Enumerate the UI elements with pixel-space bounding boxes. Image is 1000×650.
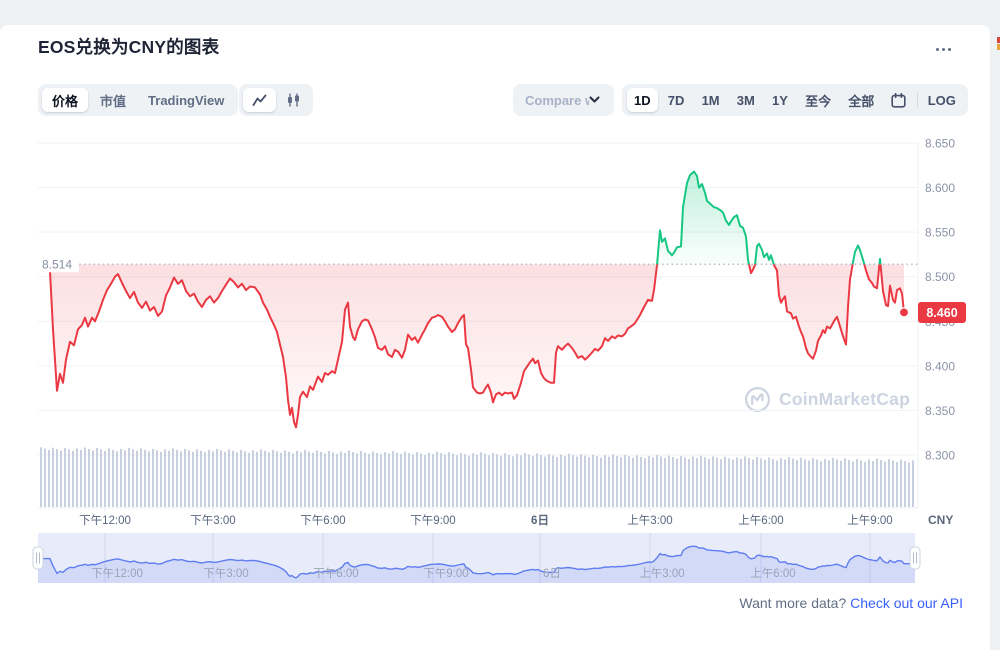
time-axis: 下午12:00 下午3:00 下午6:00 下午9:00 6日 上午3:00 上午6:00 上… xyxy=(79,508,953,527)
range-ytd[interactable]: 至今 xyxy=(798,88,838,112)
page-title: EOS兑换为CNY的图表 xyxy=(38,37,220,57)
x-axis-label: 上午9:00 xyxy=(847,514,892,527)
x-axis-label: 上午6:00 xyxy=(738,514,783,527)
range-3m[interactable]: 3M xyxy=(730,88,762,112)
navigator-track[interactable] xyxy=(38,533,915,583)
y-axis-label: 8.550 xyxy=(925,226,955,240)
api-link[interactable]: Check out our API xyxy=(850,595,963,611)
api-callout: Want more data? Check out our API xyxy=(739,595,963,611)
x-axis-label: 下午3:00 xyxy=(190,514,235,527)
nav-left-handle[interactable] xyxy=(32,546,44,570)
y-axis-label: 8.650 xyxy=(925,137,955,151)
clipped-edge-icon xyxy=(997,37,1000,43)
navigator-axis-label: 下午3:00 xyxy=(203,567,248,580)
currency-axis-label: CNY xyxy=(928,513,953,527)
line-chart-icon xyxy=(252,94,267,106)
range-all[interactable]: 全部 xyxy=(841,88,881,112)
baseline-label: 8.514 xyxy=(42,258,72,272)
compare-dropdown[interactable]: Compare w xyxy=(513,84,614,116)
y-axis-label: 8.400 xyxy=(925,359,955,373)
log-scale-toggle[interactable]: LOG xyxy=(921,88,963,112)
x-axis-label: 上午3:00 xyxy=(627,514,672,527)
line-chart-toggle[interactable] xyxy=(243,88,276,112)
baseline-label-bg xyxy=(39,255,79,273)
range-7d[interactable]: 7D xyxy=(661,88,692,112)
price-line-series xyxy=(49,170,905,429)
candlestick-icon xyxy=(288,93,299,107)
x-axis-label: 下午9:00 xyxy=(410,514,455,527)
watermark-label: CoinMarketCap xyxy=(779,389,910,409)
chevron-down-icon xyxy=(589,96,600,103)
navigator-axis-label: 下午6:00 xyxy=(313,567,358,580)
range-1d[interactable]: 1D xyxy=(627,88,658,112)
divider xyxy=(916,92,918,108)
x-axis-label: 下午12:00 xyxy=(79,514,131,527)
eos-cny-price-chart[interactable]: 8.5148.6508.6008.5508.5008.4508.4008.350… xyxy=(0,130,1000,590)
y-axis-label: 8.350 xyxy=(925,404,955,418)
calendar-icon xyxy=(891,92,907,108)
compare-label: Compare w xyxy=(525,92,589,108)
tab-marketcap[interactable]: 市值 xyxy=(90,88,136,112)
calendar-button[interactable] xyxy=(884,88,913,112)
more-dots-icon xyxy=(936,48,939,51)
volume-bars xyxy=(40,447,914,508)
navigator-area xyxy=(38,546,915,583)
nav-right-handle[interactable] xyxy=(909,546,921,570)
navigator-line xyxy=(38,545,915,579)
current-price-badge: 8.460 xyxy=(918,302,966,323)
navigator-axis-label: 6日 xyxy=(543,568,561,580)
watermark: CoinMarketCap xyxy=(744,386,910,413)
chart-tab-group: 价格 市值 TradingView xyxy=(38,84,239,116)
clipped-edge-icon xyxy=(997,44,1000,50)
navigator-axis-label: 下午9:00 xyxy=(423,567,468,580)
navigator-axis-label: 下午12:00 xyxy=(91,567,143,580)
tab-price[interactable]: 价格 xyxy=(42,88,89,112)
last-price-dot xyxy=(898,307,910,318)
chart-type-group xyxy=(239,84,313,116)
more-menu-button[interactable] xyxy=(932,44,955,55)
range-group: 1D 7D 1M 3M 1Y 至今 全部 LOG xyxy=(622,84,968,116)
y-axis-label: 8.500 xyxy=(925,270,955,284)
y-axis-label: 8.600 xyxy=(925,181,955,195)
series-fill xyxy=(50,171,904,428)
x-axis-label: 下午6:00 xyxy=(300,514,345,527)
x-axis-label: 6日 xyxy=(531,514,549,527)
y-axis-label: 8.300 xyxy=(925,449,955,463)
candlestick-toggle[interactable] xyxy=(278,88,309,112)
navigator[interactable]: 下午12:00 下午3:00 下午6:00 下午9:00 6日 上午3:00 上午6:00 xyxy=(32,533,921,583)
navigator-axis-label: 上午3:00 xyxy=(639,567,684,580)
range-1y[interactable]: 1Y xyxy=(765,88,795,112)
tab-tradingview[interactable]: TradingView xyxy=(138,88,234,112)
navigator-axis-label: 上午6:00 xyxy=(750,567,795,580)
api-prompt: Want more data? xyxy=(739,595,847,611)
range-1m[interactable]: 1M xyxy=(695,88,727,112)
